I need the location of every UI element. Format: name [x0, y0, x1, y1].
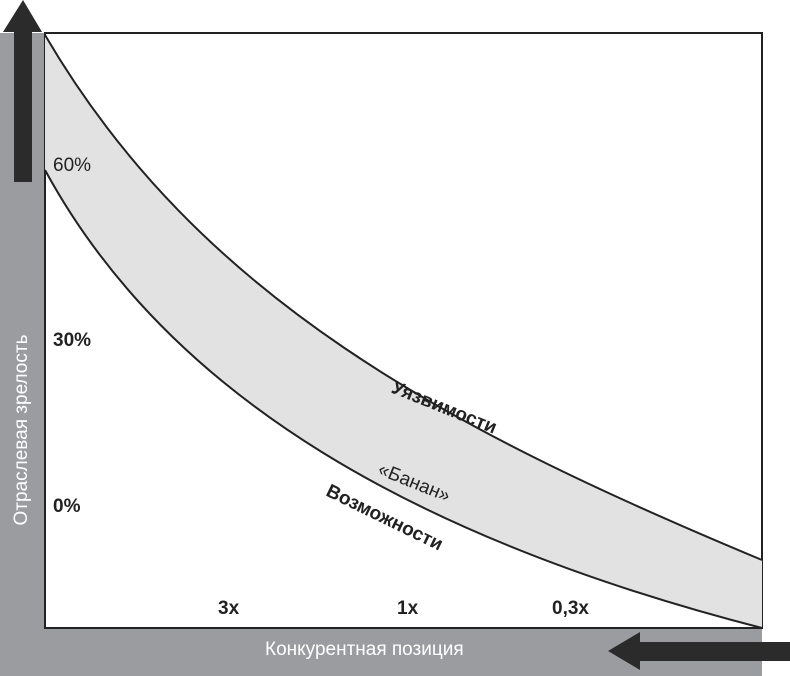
- lower-curve: [44, 169, 763, 629]
- up-arrow-icon: [3, 0, 42, 182]
- y-tick-0: 0%: [53, 496, 81, 517]
- left-arrow-icon: [608, 632, 790, 670]
- banana-band: [45, 35, 762, 628]
- y-tick-30: 30%: [53, 330, 92, 351]
- upper-curve: [44, 34, 763, 561]
- x-tick-0-3x: 0,3x: [552, 598, 589, 619]
- x-axis-label: Конкурентная позиция: [265, 639, 464, 660]
- x-tick-1x: 1x: [397, 598, 419, 619]
- x-tick-3x: 3x: [218, 598, 240, 619]
- y-axis-label: Отраслевая зрелость: [11, 334, 32, 526]
- y-tick-60: 60%: [53, 155, 92, 176]
